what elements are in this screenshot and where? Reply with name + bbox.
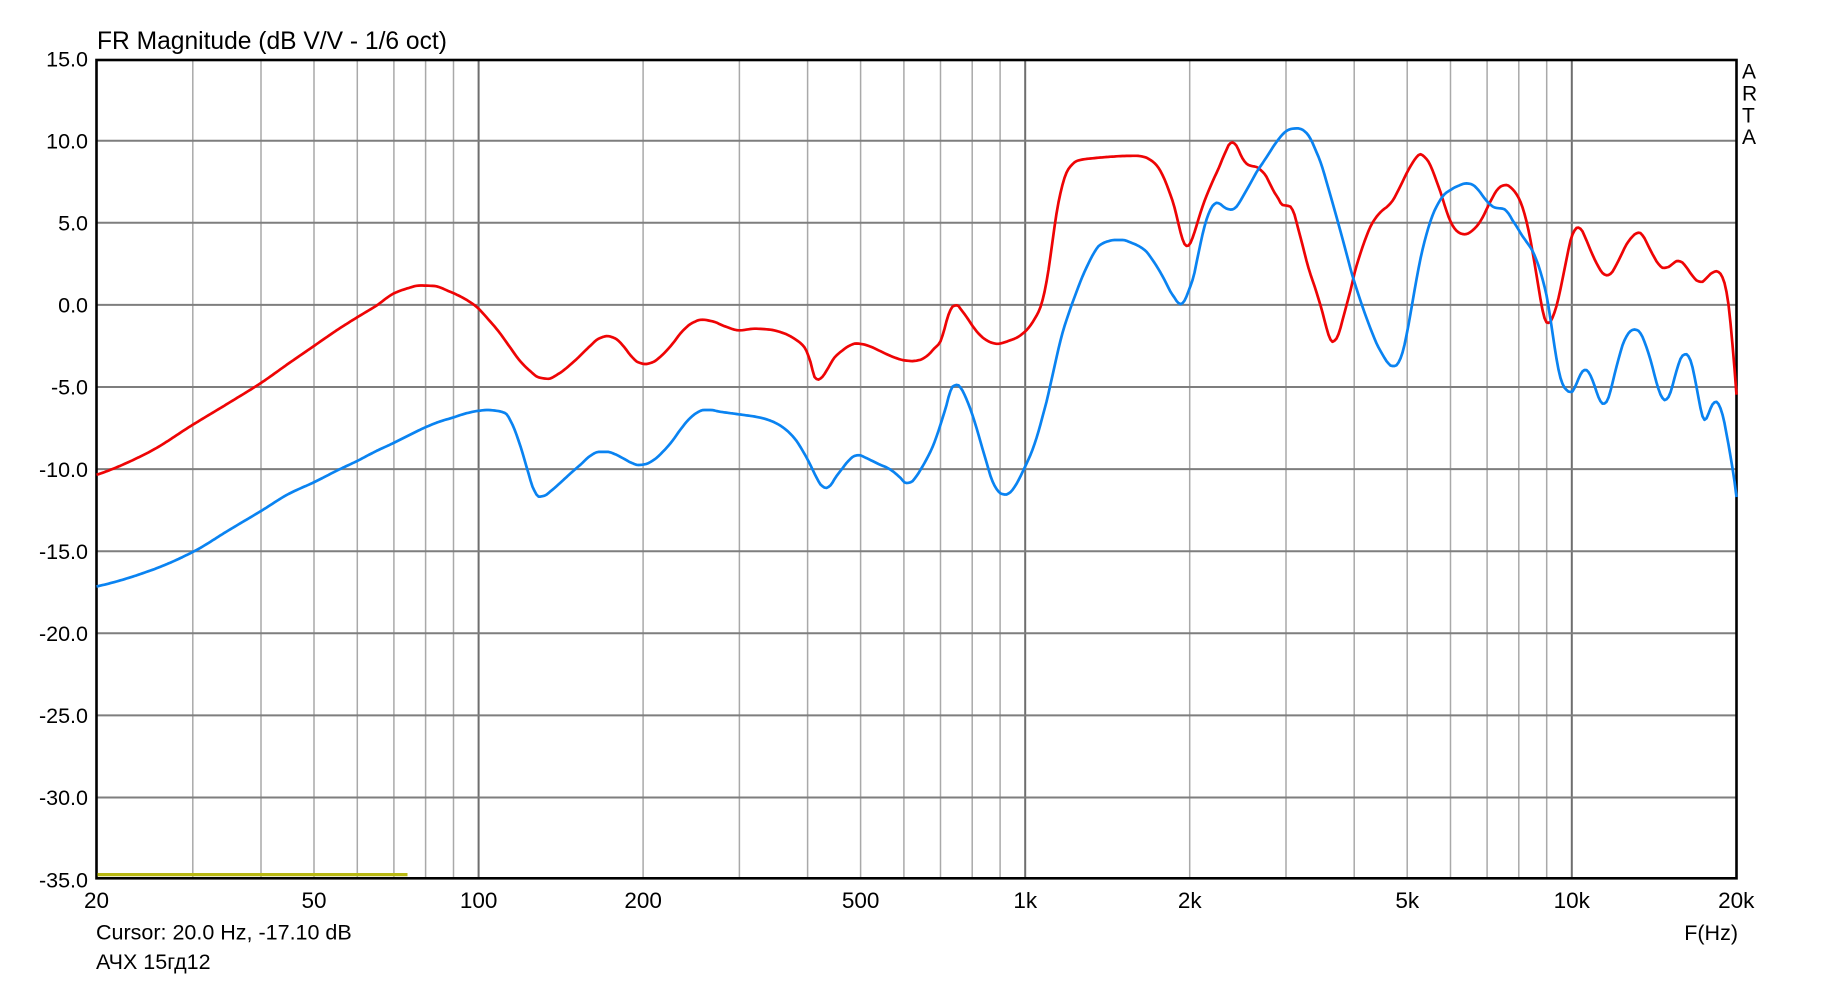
- svg-text:15.0: 15.0: [46, 47, 88, 71]
- svg-text:A: A: [1742, 61, 1756, 84]
- svg-text:10k: 10k: [1554, 888, 1591, 913]
- svg-text:A: A: [1742, 126, 1756, 149]
- svg-text:5k: 5k: [1395, 888, 1420, 913]
- svg-text:-5.0: -5.0: [51, 376, 88, 400]
- svg-text:-35.0: -35.0: [39, 868, 88, 892]
- svg-text:FR Magnitude (dB V/V - 1/6 oct: FR Magnitude (dB V/V - 1/6 oct): [97, 28, 447, 55]
- svg-text:500: 500: [842, 888, 880, 913]
- svg-text:-10.0: -10.0: [39, 458, 88, 482]
- svg-text:50: 50: [301, 888, 326, 913]
- svg-text:АЧХ 15гд12: АЧХ 15гд12: [96, 950, 211, 974]
- svg-text:Cursor: 20.0 Hz, -17.10 dB: Cursor: 20.0 Hz, -17.10 dB: [96, 921, 352, 945]
- svg-text:20k: 20k: [1718, 888, 1755, 913]
- svg-text:1k: 1k: [1013, 888, 1038, 913]
- svg-text:5.0: 5.0: [58, 212, 88, 236]
- svg-text:F(Hz): F(Hz): [1684, 921, 1738, 945]
- svg-text:-30.0: -30.0: [39, 786, 88, 810]
- svg-text:R: R: [1742, 82, 1757, 105]
- svg-text:0.0: 0.0: [58, 294, 88, 318]
- svg-text:20: 20: [84, 888, 109, 913]
- svg-text:2k: 2k: [1178, 888, 1203, 913]
- svg-text:T: T: [1742, 104, 1755, 127]
- svg-text:100: 100: [460, 888, 498, 913]
- svg-text:-25.0: -25.0: [39, 704, 88, 728]
- svg-text:200: 200: [624, 888, 662, 913]
- svg-text:10.0: 10.0: [46, 129, 88, 153]
- svg-text:-20.0: -20.0: [39, 622, 88, 646]
- svg-text:-15.0: -15.0: [39, 540, 88, 564]
